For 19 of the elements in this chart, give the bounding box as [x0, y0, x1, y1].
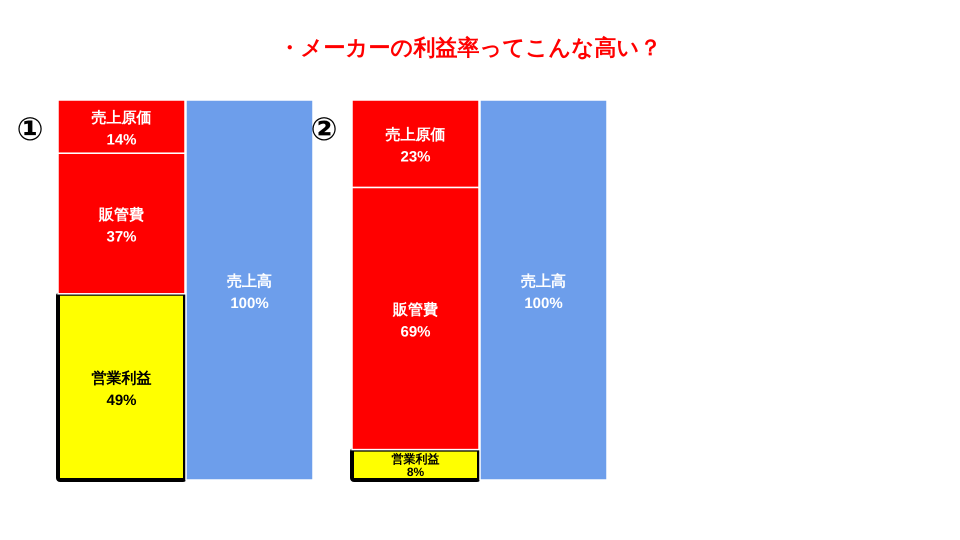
data-label: 100% — [524, 295, 563, 312]
data-label: 49% — [106, 392, 137, 409]
series-label: 売上原価 — [386, 126, 446, 144]
data-label: 23% — [400, 148, 431, 166]
data-label: 37% — [106, 228, 137, 246]
series-label: 販管費 — [98, 206, 144, 224]
series-label: 営業利益 — [92, 370, 152, 387]
series-label: 販管費 — [392, 302, 438, 318]
data-label: 8% — [406, 464, 424, 479]
data-label: 100% — [230, 295, 269, 312]
data-label: 14% — [106, 132, 137, 149]
series-label: 売上高 — [521, 272, 566, 290]
annotation: ② — [310, 111, 338, 147]
series-label: 営業利益 — [392, 452, 440, 466]
text: ① — [16, 111, 44, 147]
data-label: 69% — [400, 324, 431, 340]
series-label: 売上原価 — [92, 110, 152, 127]
chart-title: ・メーカーの利益率ってこんな高い？ — [278, 35, 662, 60]
series-label: 売上高 — [227, 272, 272, 290]
